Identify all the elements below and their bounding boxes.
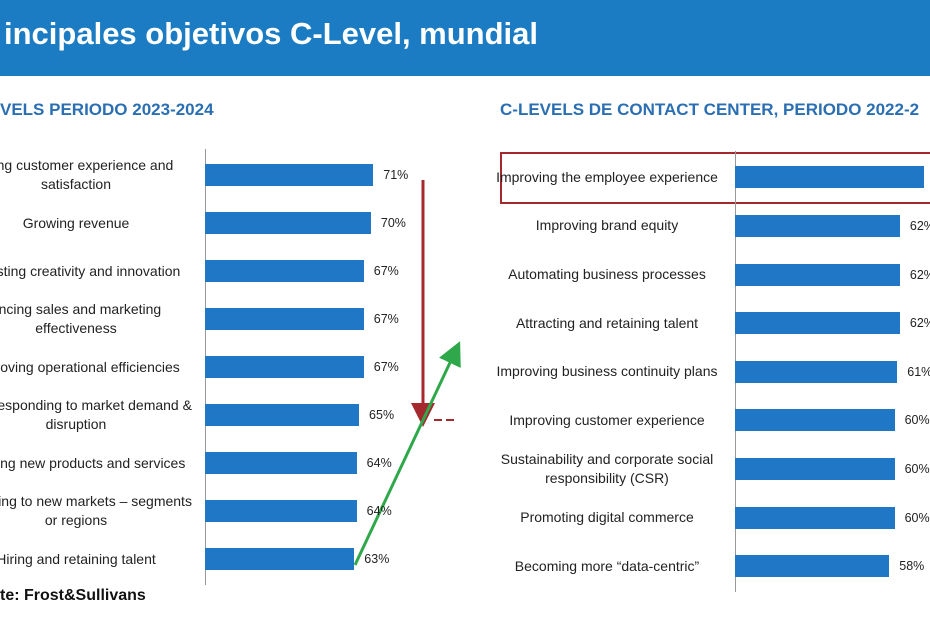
value-label: 61% — [907, 364, 930, 379]
category-label: Becoming more “data-centric” — [514, 557, 700, 574]
category-label: Improving brand equity — [535, 217, 679, 234]
value-label: 70% — [380, 216, 406, 230]
value-label: 62% — [909, 267, 930, 282]
category-label: Sustainability and corporate social resp… — [500, 450, 714, 486]
value-label: 64% — [366, 504, 392, 518]
category-label: Improving business continuity plans — [496, 363, 718, 380]
bar — [735, 263, 900, 286]
value-label: 67% — [373, 312, 399, 326]
value-label: 62% — [909, 316, 930, 331]
source: te: Frost&Sullivans — [0, 587, 146, 604]
category-label: Hiring and retaining talent — [0, 550, 156, 567]
value-label: 71% — [383, 168, 409, 182]
value-label: 58% — [899, 559, 925, 574]
bar — [205, 452, 357, 474]
bar — [205, 260, 364, 282]
bar — [735, 555, 890, 578]
value-label: 67% — [373, 360, 399, 374]
value-label: 67% — [373, 264, 399, 278]
value-label: 62% — [909, 218, 930, 233]
bar — [735, 166, 924, 189]
header-title: incipales objetivos C-Level, mundial — [4, 16, 539, 51]
bar — [735, 214, 900, 237]
header-bar — [0, 0, 930, 76]
category-label: Improving operational efficiencies — [0, 358, 180, 375]
category-label: ancing sales and marketing effectiveness — [0, 301, 162, 336]
value-label: 60% — [904, 413, 930, 428]
bar — [735, 457, 895, 480]
chart-title: C-LEVELS DE CONTACT CENTER, PERIODO 2022… — [500, 100, 920, 119]
category-label: oving customer experience and satisfacti… — [0, 157, 174, 192]
category-label: Automating business processes — [508, 266, 706, 282]
category-label: Improving customer experience — [509, 411, 705, 428]
value-label: 60% — [904, 510, 930, 525]
value-label: 60% — [904, 461, 930, 476]
bar — [735, 360, 898, 383]
category-label: Boosting creativity and innovation — [0, 262, 181, 279]
bar — [735, 409, 895, 432]
value-label: 64% — [366, 456, 392, 470]
bar — [205, 356, 364, 378]
bar — [205, 212, 371, 234]
category-label: Improving the employee experience — [496, 168, 718, 185]
up-arrow — [353, 341, 461, 566]
bar — [735, 506, 895, 529]
chart-title: VELS PERIODO 2023-2024 — [0, 100, 214, 119]
category-label: Growing revenue — [22, 214, 130, 231]
category-label: xpanding to new markets – segments or re… — [0, 493, 192, 528]
bar — [205, 548, 355, 570]
value-label: 63% — [364, 552, 390, 566]
category-label: Attracting and retaining talent — [515, 314, 699, 331]
category-label: pidly responding to market demand & disr… — [0, 397, 192, 432]
bar — [205, 164, 374, 186]
bar — [735, 312, 900, 335]
value-label: 65% — [369, 408, 395, 422]
category-label: unching new products and services — [0, 454, 186, 471]
highlight-box — [500, 152, 930, 204]
bar — [205, 308, 364, 330]
category-label: Promoting digital commerce — [520, 509, 694, 525]
bar — [205, 404, 360, 426]
bar — [205, 500, 357, 522]
